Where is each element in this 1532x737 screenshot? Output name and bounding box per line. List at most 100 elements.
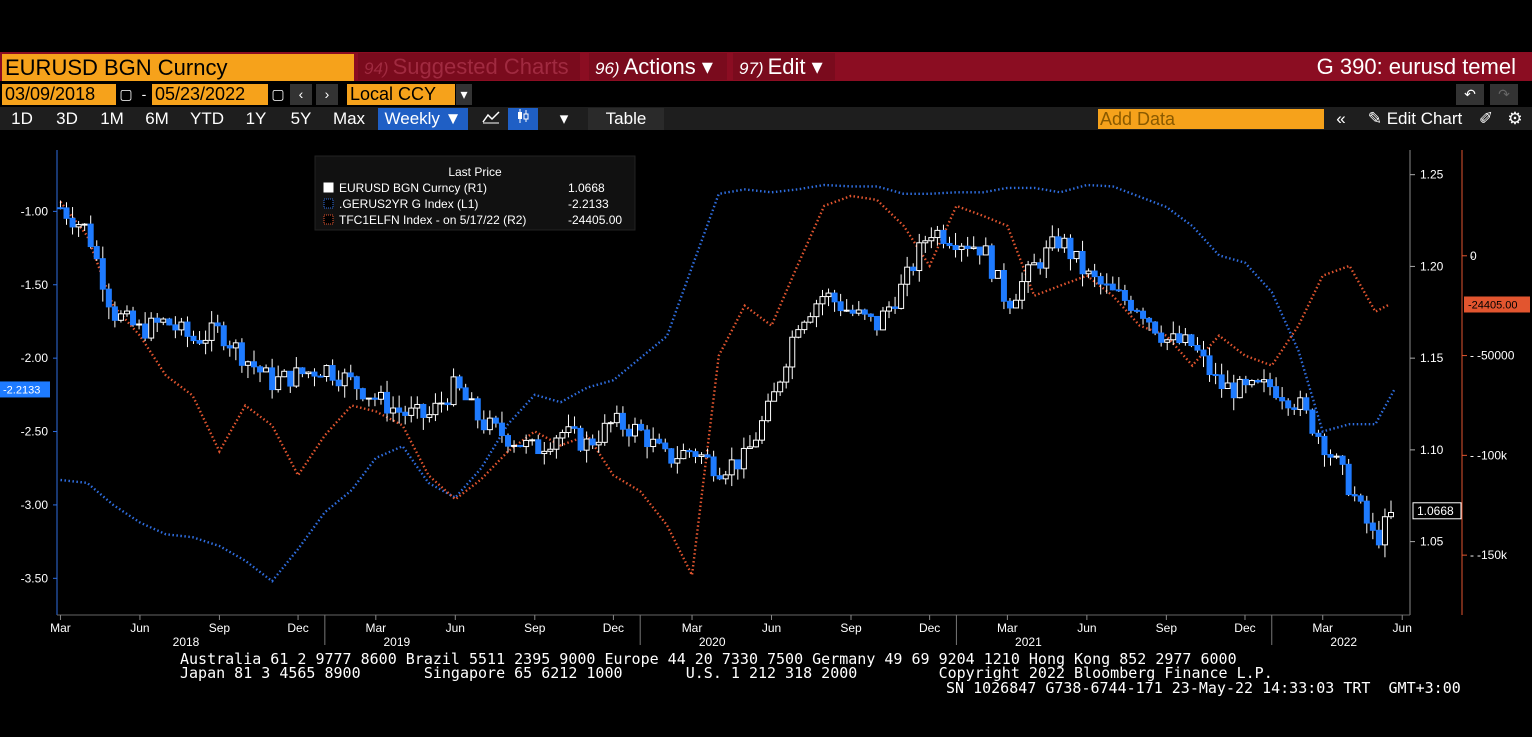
candle-body <box>136 323 143 326</box>
candle-body <box>462 387 469 401</box>
candle-body <box>795 329 802 338</box>
candle-body <box>420 403 427 418</box>
candle-body <box>1212 374 1219 377</box>
chevron-down-icon[interactable]: ▾ <box>456 84 472 105</box>
start-date-field[interactable]: 03/09/2018 <box>2 84 116 105</box>
candle-body <box>746 446 753 449</box>
suggested-charts-menu[interactable]: 94) Suggested Charts <box>358 53 580 80</box>
candle-body <box>384 391 391 414</box>
candle-body <box>1000 270 1007 302</box>
right2-axis-tick-label: -150k <box>1477 548 1508 562</box>
left-axis-tick-label: -2.50 <box>21 425 49 439</box>
next-period-button[interactable]: › <box>316 84 338 105</box>
candle-body <box>178 321 185 331</box>
gear-icon[interactable]: ⚙ <box>1507 109 1523 128</box>
period-6m[interactable]: 6M <box>145 109 169 128</box>
line-chart-icon[interactable] <box>478 108 504 130</box>
collapse-icon[interactable]: « <box>1336 109 1346 128</box>
add-data-input[interactable]: Add Data <box>1098 109 1324 129</box>
candle-body <box>390 407 397 414</box>
candle-body <box>837 301 844 312</box>
candle-body <box>994 270 1001 279</box>
candle-body <box>1218 374 1225 389</box>
candle-body <box>323 365 330 378</box>
period-1m[interactable]: 1M <box>100 109 124 128</box>
period-1d[interactable]: 1D <box>11 109 33 128</box>
candle-body <box>873 315 880 331</box>
candle-body <box>698 454 705 457</box>
candle-body <box>807 316 814 323</box>
candle-body <box>486 417 493 431</box>
right1-axis-tick-label: 1.20 <box>1420 259 1444 273</box>
candle-body <box>1297 397 1304 410</box>
candle-body <box>1315 432 1322 437</box>
chart-page-title: G 390: eurusd temel <box>1316 54 1516 79</box>
table-button[interactable]: Table <box>588 108 664 130</box>
candle-body <box>789 336 796 368</box>
candle-body <box>777 381 784 393</box>
candle-body <box>771 391 778 402</box>
period-1y[interactable]: 1Y <box>245 109 267 128</box>
candle-body <box>371 397 378 400</box>
right1-axis-tick-label: 1.25 <box>1420 168 1444 182</box>
x-axis-year-label: 2020 <box>699 635 726 649</box>
legend-box <box>314 155 636 231</box>
calendar-icon[interactable]: ▢ <box>117 84 135 105</box>
candle-body <box>970 246 977 249</box>
right1-axis-tick-label: 1.05 <box>1420 535 1444 549</box>
candle-body <box>329 365 336 381</box>
candle-body <box>468 398 475 401</box>
candle-body <box>547 448 554 452</box>
candlestick-icon[interactable] <box>508 108 538 130</box>
frequency-select[interactable]: Weekly ▼ <box>378 108 468 130</box>
ticker-label[interactable]: EURUSD BGN Curncy <box>2 54 354 81</box>
candle-body <box>1055 236 1062 249</box>
candle-body <box>1188 334 1195 346</box>
candle-body <box>759 420 766 441</box>
calendar-icon[interactable]: ▢ <box>269 84 287 105</box>
candle-body <box>1006 300 1013 309</box>
candle-body <box>632 423 639 437</box>
pencil-icon: ✎ <box>1367 109 1382 128</box>
edit-chart-button[interactable]: ✎ Edit Chart <box>1360 108 1470 130</box>
candle-body <box>988 245 995 279</box>
candle-body <box>595 441 602 446</box>
actions-menu[interactable]: 96) Actions ▾ <box>589 53 727 80</box>
candle-body <box>287 370 294 387</box>
currency-select[interactable]: Local CCY <box>347 84 455 105</box>
candle-body <box>1146 317 1153 323</box>
candle-body <box>492 417 499 424</box>
candle-body <box>523 439 530 448</box>
candle-body <box>1273 386 1280 399</box>
candle-body <box>861 309 868 315</box>
candle-body <box>898 283 905 309</box>
candle-body <box>69 217 76 228</box>
chart-type-dropdown[interactable]: ▾ <box>559 109 569 128</box>
candle-body <box>819 296 826 305</box>
edit-settings-icon[interactable]: ✐ <box>1478 109 1494 128</box>
candle-body <box>831 292 838 303</box>
candle-body <box>1248 380 1255 386</box>
candle-body <box>922 240 929 244</box>
candle-body <box>220 325 227 347</box>
candle-body <box>226 345 233 349</box>
edit-menu[interactable]: 97) Edit ▾ <box>733 53 835 80</box>
prev-period-button[interactable]: ‹ <box>290 84 312 105</box>
x-axis-tick-label: Dec <box>919 621 940 635</box>
period-ytd[interactable]: YTD <box>190 109 224 128</box>
candle-body <box>1091 270 1098 278</box>
candle-body <box>553 437 560 450</box>
footer-contacts-line1: Australia 61 2 9777 8600 Brazil 5511 239… <box>180 650 1237 668</box>
candle-body <box>1073 250 1080 260</box>
candle-body <box>408 407 415 416</box>
x-axis-year-label: 2021 <box>1015 635 1042 649</box>
redo-icon[interactable]: ↷ <box>1490 84 1518 105</box>
undo-icon[interactable]: ↶ <box>1456 84 1484 105</box>
candle-body <box>474 398 481 421</box>
candlestick-glyph <box>518 109 529 123</box>
end-date-field[interactable]: 05/23/2022 <box>152 84 268 105</box>
period-5y[interactable]: 5Y <box>290 109 312 128</box>
period-max[interactable]: Max <box>332 109 366 128</box>
period-3d[interactable]: 3D <box>56 109 78 128</box>
candle-body <box>734 459 741 470</box>
